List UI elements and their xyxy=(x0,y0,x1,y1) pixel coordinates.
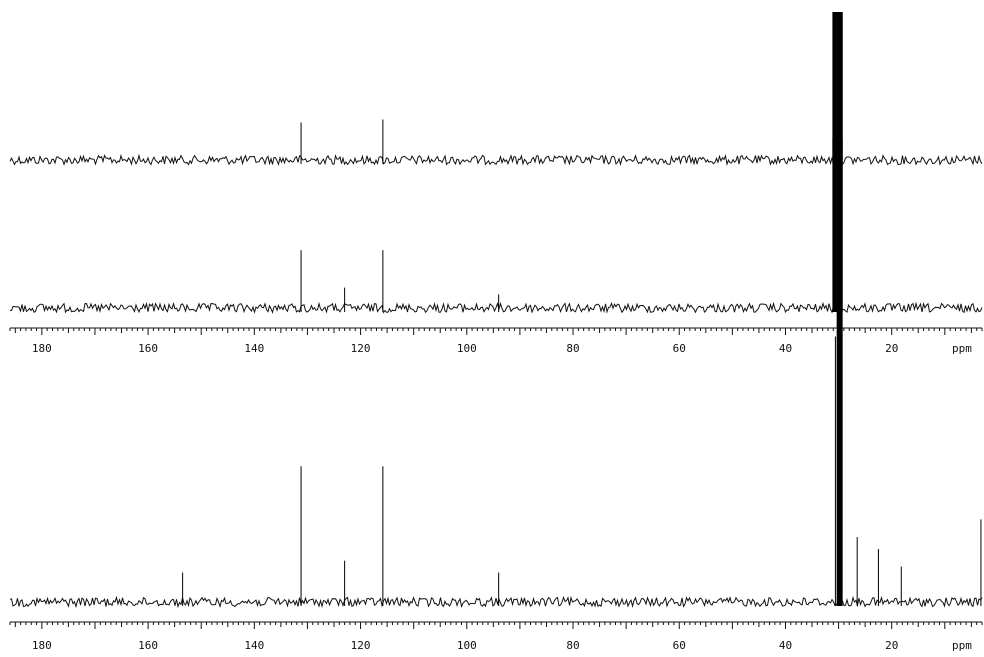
tick-label-80: 80 xyxy=(566,639,579,652)
tick-label-20: 20 xyxy=(885,342,898,355)
spectrum-top-trace xyxy=(9,153,983,167)
tick-label-60: 60 xyxy=(673,342,686,355)
tick-label-20: 20 xyxy=(885,639,898,652)
ppm-axis-bottom-unit: ppm xyxy=(952,639,972,652)
tick-label-120: 120 xyxy=(351,342,371,355)
tick-label-100: 100 xyxy=(457,639,477,652)
tick-label-100: 100 xyxy=(457,342,477,355)
ppm-axis-middle: 180 160 140 120 100 80 60 40 20 ppm xyxy=(9,327,983,355)
tick-label-140: 140 xyxy=(244,342,264,355)
spectrum-middle-peaks xyxy=(300,138,843,312)
tick-label-40: 40 xyxy=(779,639,792,652)
spectrum-bottom-peaks xyxy=(182,12,982,606)
tick-label-60: 60 xyxy=(673,639,686,652)
spectrum-top-peaks xyxy=(300,12,843,164)
ppm-axis-bottom: 180 160 140 120 100 80 60 40 20 ppm xyxy=(9,621,983,652)
tick-label-180: 180 xyxy=(32,342,52,355)
tick-label-40: 40 xyxy=(779,342,792,355)
tick-label-160: 160 xyxy=(138,639,158,652)
spectrum-bottom-trace xyxy=(9,595,983,609)
ppm-axis-middle-unit: ppm xyxy=(952,342,972,355)
spectrum-middle: 180 160 140 120 100 80 60 40 20 ppm xyxy=(9,138,983,355)
ppm-axis-bottom-ticks xyxy=(9,622,983,629)
tick-label-120: 120 xyxy=(351,639,371,652)
tick-label-80: 80 xyxy=(566,342,579,355)
tick-label-160: 160 xyxy=(138,342,158,355)
ppm-axis-bottom-labels: 180 160 140 120 100 80 60 40 20 xyxy=(32,639,898,652)
tick-label-140: 140 xyxy=(244,639,264,652)
ppm-axis-middle-ticks xyxy=(9,328,983,335)
spectrum-bottom: 180 160 140 120 100 80 60 40 20 ppm xyxy=(9,12,983,652)
ppm-axis-middle-labels: 180 160 140 120 100 80 60 40 20 xyxy=(32,342,898,355)
tick-label-180: 180 xyxy=(32,639,52,652)
spectrum-middle-trace xyxy=(9,301,983,314)
